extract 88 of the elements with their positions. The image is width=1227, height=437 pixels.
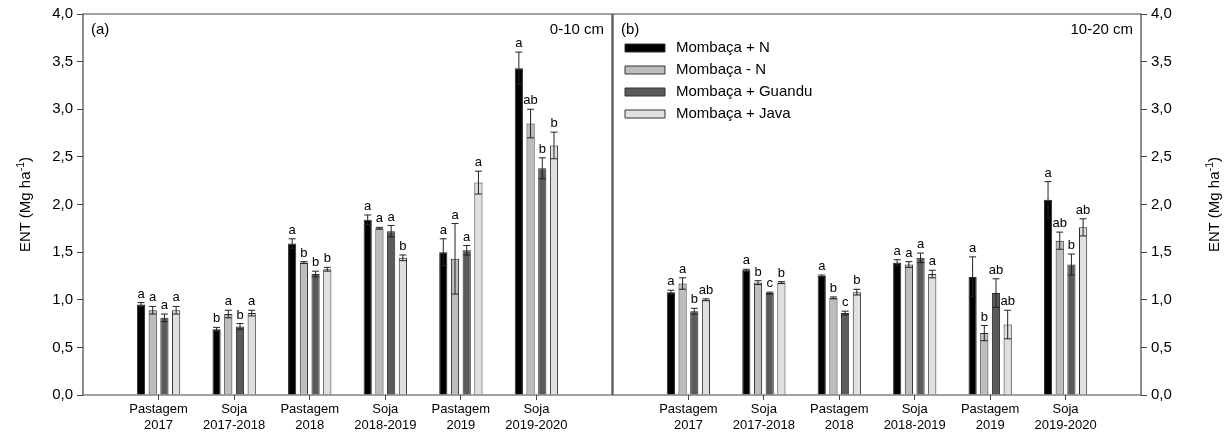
y-tick-label: 0,0 — [52, 385, 73, 403]
data-label: a — [1044, 164, 1053, 180]
data-label: a — [893, 242, 902, 258]
x-tick-label: Pastagem 2019 — [960, 401, 1020, 432]
y2-tick-label: 4,0 — [1151, 4, 1172, 22]
data-label: a — [137, 285, 146, 301]
data-label: a — [474, 154, 483, 170]
data-label: a — [916, 236, 925, 252]
data-label: b — [212, 310, 221, 326]
y2-tick-label: 0,5 — [1151, 337, 1172, 355]
legend-label: Mombaça - N — [676, 60, 767, 78]
data-label: a — [928, 253, 937, 269]
data-label: a — [224, 293, 233, 309]
data-label: a — [905, 244, 914, 260]
data-label: b — [399, 238, 407, 254]
y2-tick-label: 0,0 — [1151, 385, 1172, 403]
chart-title: (b) — [621, 20, 640, 38]
data-label: a — [160, 297, 169, 313]
data-label: a — [387, 208, 396, 224]
data-label: a — [172, 289, 181, 305]
data-label: b — [538, 140, 546, 156]
y2-tick-label: 1,0 — [1151, 289, 1172, 307]
x-tick-label: Soja 2019-2020 — [505, 401, 568, 432]
x-tick-label: Pastagem 2017 — [129, 401, 188, 432]
chart-subtitle: 0-10 cm — [549, 20, 604, 38]
data-label: ab — [988, 261, 1004, 277]
y2-tick-label: 1,5 — [1151, 242, 1172, 260]
data-label: ab — [1000, 293, 1015, 309]
data-label: c — [841, 294, 849, 310]
x-tick-label: Soja 2018-2019 — [883, 401, 946, 432]
data-label: a — [288, 221, 297, 237]
x-tick-label: Soja 2018-2019 — [354, 401, 417, 432]
chart-title: (a) — [91, 20, 110, 38]
y-tick-label: 4,0 — [52, 4, 73, 22]
data-label: b — [829, 279, 838, 295]
y2-tick-label: 2,0 — [1151, 194, 1172, 212]
data-label: a — [678, 260, 687, 276]
x-tick-label: Pastagem 2018 — [810, 401, 869, 432]
data-label: a — [375, 210, 384, 226]
data-label: a — [463, 228, 472, 244]
y2-tick-label: 2,5 — [1151, 147, 1172, 165]
data-label: a — [451, 206, 460, 222]
data-label: a — [248, 293, 257, 309]
y-tick-label: 3,5 — [52, 51, 73, 69]
data-label: b — [300, 244, 308, 260]
y-tick-label: 3,0 — [52, 99, 73, 117]
data-label: a — [439, 221, 448, 237]
legend-label: Mombaça + N — [676, 38, 770, 56]
data-label: ab — [523, 92, 538, 108]
data-label: b — [323, 250, 331, 266]
y2-tick-label: 3,0 — [1151, 99, 1172, 117]
data-label: b — [754, 263, 762, 279]
y-tick-label: 2,5 — [52, 147, 73, 165]
data-label: a — [742, 252, 751, 268]
data-label: ab — [1075, 201, 1091, 217]
y-tick-label: 1,0 — [52, 289, 73, 307]
data-label: b — [236, 306, 244, 322]
y-tick-label: 0,5 — [52, 337, 73, 355]
data-label: b — [550, 115, 558, 131]
x-tick-label: Soja 2019-2020 — [1034, 401, 1097, 432]
data-label: b — [853, 272, 861, 288]
x-tick-label: Pastagem 2019 — [431, 401, 491, 432]
data-label: a — [667, 273, 676, 289]
data-label: a — [515, 35, 524, 51]
chart-subtitle: 10-20 cm — [1070, 20, 1133, 38]
x-tick-label: Soja 2017-2018 — [203, 401, 266, 432]
data-label: a — [149, 289, 158, 305]
y-axis-title: ENT (Mg ha-1) — [13, 156, 34, 253]
y2-tick-label: 3,5 — [1151, 51, 1172, 69]
y2-axis-title: ENT (Mg ha-1) — [1202, 156, 1223, 253]
x-tick-label: Pastagem 2018 — [280, 401, 339, 432]
x-tick-label: Pastagem 2017 — [659, 401, 718, 432]
y-tick-label: 1,5 — [52, 242, 73, 260]
data-label: a — [364, 198, 373, 214]
y-tick-label: 2,0 — [52, 194, 73, 212]
data-label: b — [777, 264, 786, 280]
data-label: a — [818, 258, 827, 274]
data-label: c — [766, 275, 774, 291]
data-label: ab — [698, 281, 714, 297]
data-label: b — [311, 254, 320, 270]
data-label: a — [968, 239, 977, 255]
data-label: ab — [1052, 215, 1067, 231]
x-tick-label: Soja 2017-2018 — [732, 401, 795, 432]
data-label: b — [690, 291, 698, 307]
data-label: b — [980, 308, 988, 324]
legend-label: Mombaça + Guandu — [676, 82, 813, 100]
legend-label: Mombaça + Java — [676, 104, 792, 122]
data-label: b — [1067, 237, 1076, 253]
